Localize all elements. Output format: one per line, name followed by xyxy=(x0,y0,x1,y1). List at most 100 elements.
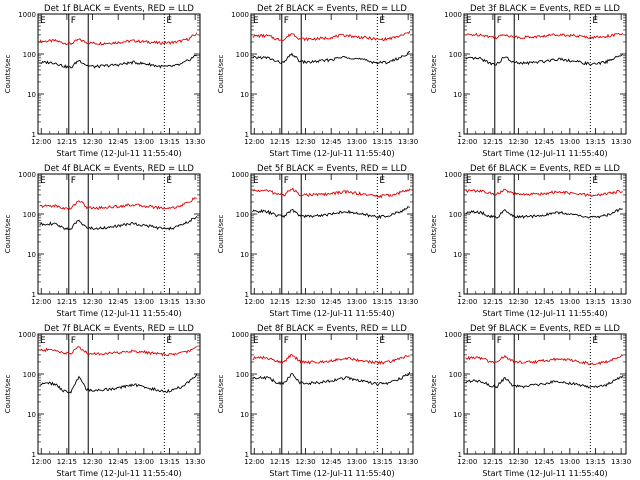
x-axis-label: Start Time (12-Jul-11 11:55:40) xyxy=(482,149,607,158)
interval-marker-label: F xyxy=(284,176,289,186)
interval-marker-label: E xyxy=(40,176,46,186)
y-axis-label: Counts/sec xyxy=(4,375,12,414)
y-tick-label: 1 xyxy=(32,451,36,459)
x-tick-label: 12:00 xyxy=(244,298,264,306)
y-tick-label: 10 xyxy=(240,91,249,99)
x-tick-label: 12:15 xyxy=(270,138,290,146)
chart-panel-6: Det 6f BLACK = Events, RED = LLD Counts/s… xyxy=(430,164,631,318)
interval-marker-label: F xyxy=(71,176,76,186)
x-axis-label: Start Time (12-Jul-11 11:55:40) xyxy=(56,149,181,158)
interval-marker-label: E xyxy=(166,16,172,26)
y-tick-label: 10 xyxy=(453,411,462,419)
plot-frame xyxy=(250,13,414,135)
x-axis-label: Start Time (12-Jul-11 11:55:40) xyxy=(269,309,394,318)
y-axis-label: Counts/sec xyxy=(430,375,438,414)
x-tick-label: 13:15 xyxy=(372,298,392,306)
x-tick-label: 12:15 xyxy=(483,458,503,466)
series-lld-line xyxy=(252,187,411,199)
chart-title: Det 6f BLACK = Events, RED = LLD xyxy=(470,164,620,174)
interval-marker-label: E xyxy=(466,176,472,186)
interval-marker-label: E xyxy=(253,16,259,26)
y-tick-label: 100 xyxy=(449,51,462,59)
x-axis-label: Start Time (12-Jul-11 11:55:40) xyxy=(269,469,394,478)
series-events-line xyxy=(39,215,198,231)
chart-title: Det 3f BLACK = Events, RED = LLD xyxy=(470,4,620,14)
chart-title: Det 2f BLACK = Events, RED = LLD xyxy=(257,4,407,14)
x-tick-label: 13:30 xyxy=(185,458,205,466)
interval-marker-label: E xyxy=(592,336,598,346)
chart-title: Det 1f BLACK = Events, RED = LLD xyxy=(44,4,194,14)
x-tick-label: 12:00 xyxy=(31,298,51,306)
series-lld-line xyxy=(465,353,624,366)
x-tick-label: 12:00 xyxy=(244,138,264,146)
x-tick-label: 12:15 xyxy=(57,298,77,306)
x-tick-label: 13:00 xyxy=(347,138,367,146)
chart-panel-3: Det 3f BLACK = Events, RED = LLD Counts/s… xyxy=(430,4,631,158)
y-tick-label: 1000 xyxy=(444,171,462,179)
y-tick-label: 100 xyxy=(236,371,249,379)
x-tick-label: 13:30 xyxy=(185,138,205,146)
y-tick-label: 1000 xyxy=(231,11,249,19)
plot-frame xyxy=(250,333,414,455)
chart-title: Det 5f BLACK = Events, RED = LLD xyxy=(257,164,407,174)
series-lld-line xyxy=(465,188,623,198)
x-tick-label: 13:00 xyxy=(560,298,580,306)
interval-marker-label: E xyxy=(379,336,385,346)
chart-panel-2: Det 2f BLACK = Events, RED = LLD Counts/s… xyxy=(217,4,418,158)
x-tick-label: 12:00 xyxy=(31,138,51,146)
y-tick-label: 1000 xyxy=(444,11,462,19)
series-lld-line xyxy=(39,196,197,211)
chart-panel-7: Det 7f BLACK = Events, RED = LLD Counts/s… xyxy=(4,324,205,478)
chart-panel-5: Det 5f BLACK = Events, RED = LLD Counts/s… xyxy=(217,164,418,318)
x-tick-label: 13:30 xyxy=(398,458,418,466)
y-tick-label: 10 xyxy=(240,251,249,259)
series-events-line xyxy=(252,51,410,65)
y-tick-label: 10 xyxy=(27,411,36,419)
x-tick-label: 12:45 xyxy=(534,458,554,466)
chart-panel-8: Det 8f BLACK = Events, RED = LLD Counts/s… xyxy=(217,324,418,478)
plot-frame xyxy=(37,173,201,295)
chart-panel-4: Det 4f BLACK = Events, RED = LLD Counts/s… xyxy=(4,164,205,318)
x-tick-label: 12:15 xyxy=(270,298,290,306)
y-axis-label: Counts/sec xyxy=(217,375,225,414)
x-tick-label: 12:30 xyxy=(82,458,102,466)
series-events-line xyxy=(39,373,198,394)
y-tick-label: 1 xyxy=(245,131,249,139)
plot-frame xyxy=(463,333,627,455)
x-tick-label: 12:45 xyxy=(321,138,341,146)
x-tick-label: 12:15 xyxy=(270,458,290,466)
y-tick-label: 1 xyxy=(245,291,249,299)
interval-marker-label: E xyxy=(253,336,259,346)
interval-marker-label: F xyxy=(497,16,502,26)
interval-marker-label: E xyxy=(40,16,46,26)
x-tick-label: 12:45 xyxy=(534,298,554,306)
y-tick-label: 10 xyxy=(240,411,249,419)
plot-frame xyxy=(37,333,201,455)
chart-title: Det 7f BLACK = Events, RED = LLD xyxy=(44,324,194,334)
x-tick-label: 12:45 xyxy=(108,298,128,306)
x-tick-label: 12:30 xyxy=(295,298,315,306)
x-tick-label: 12:30 xyxy=(295,138,315,146)
x-tick-label: 12:00 xyxy=(457,298,477,306)
interval-marker-label: E xyxy=(592,176,598,186)
interval-marker-label: F xyxy=(497,176,502,186)
y-tick-label: 10 xyxy=(453,91,462,99)
x-tick-label: 13:15 xyxy=(585,298,605,306)
x-axis-label: Start Time (12-Jul-11 11:55:40) xyxy=(482,469,607,478)
interval-marker-label: F xyxy=(497,336,502,346)
interval-marker-label: E xyxy=(166,336,172,346)
x-tick-label: 12:15 xyxy=(57,458,77,466)
y-axis-label: Counts/sec xyxy=(4,55,12,94)
x-tick-label: 12:00 xyxy=(31,458,51,466)
y-tick-label: 1000 xyxy=(231,331,249,339)
x-tick-label: 13:30 xyxy=(611,298,631,306)
x-tick-label: 13:00 xyxy=(560,458,580,466)
interval-marker-label: F xyxy=(284,336,289,346)
x-tick-label: 12:15 xyxy=(483,138,503,146)
y-tick-label: 1 xyxy=(458,451,462,459)
x-tick-label: 12:00 xyxy=(457,458,477,466)
plot-frame xyxy=(250,173,414,295)
interval-marker-label: E xyxy=(253,176,259,186)
x-tick-label: 13:15 xyxy=(159,458,179,466)
